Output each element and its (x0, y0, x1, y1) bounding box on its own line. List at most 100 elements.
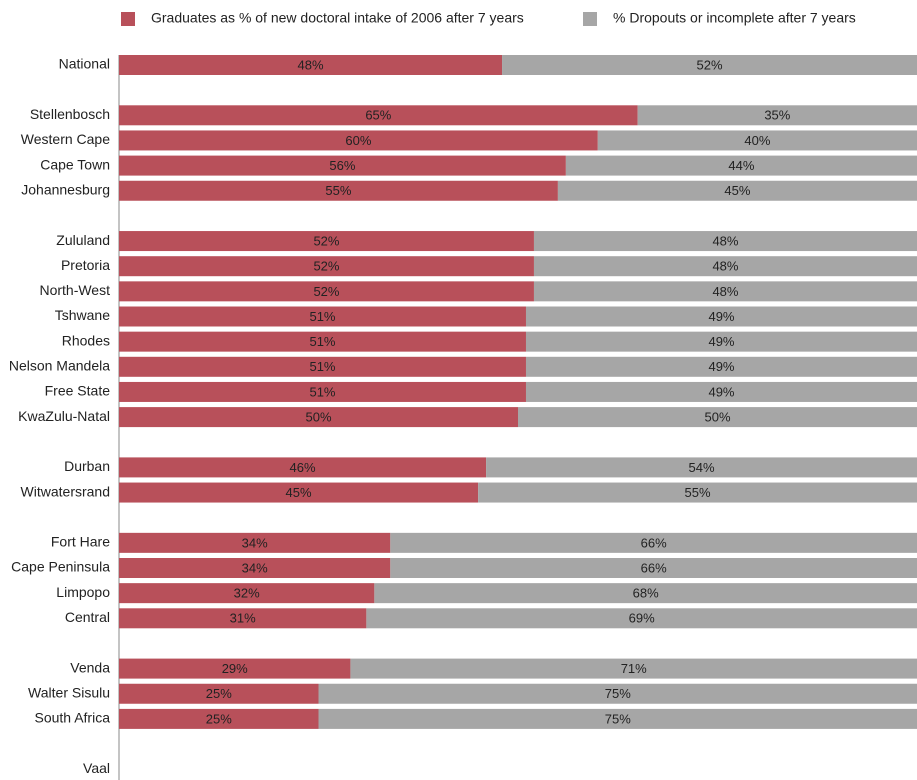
value-label: 48% (298, 57, 324, 72)
value-label: 45% (724, 183, 750, 198)
bar-segment (525, 356, 917, 377)
value-label: 40% (744, 133, 770, 148)
value-label: 54% (689, 460, 715, 475)
value-label: 75% (605, 686, 631, 701)
value-label: 52% (313, 284, 339, 299)
bar-segment (119, 583, 375, 604)
value-label: 49% (708, 334, 734, 349)
bar-segment (119, 558, 391, 578)
category-label: Free State (45, 383, 111, 399)
bar-segment (478, 482, 917, 503)
bar-segment (119, 231, 534, 252)
value-label: 55% (325, 183, 351, 198)
category-label: Pretoria (61, 257, 110, 273)
bar-segment (119, 180, 558, 201)
value-label: 66% (641, 535, 667, 550)
category-label: Walter Sisulu (28, 684, 110, 700)
bar-segment (533, 281, 917, 302)
legend-label: Graduates as % of new doctoral intake of… (151, 10, 524, 26)
value-label: 35% (764, 108, 790, 123)
bar-segment (525, 331, 917, 352)
bar-segment (119, 381, 526, 402)
bar-segment (597, 130, 917, 151)
value-label: 49% (708, 384, 734, 399)
value-label: 48% (712, 259, 738, 274)
bar-segment (119, 105, 638, 126)
bar-segment (119, 55, 503, 75)
bar-segment (318, 683, 917, 704)
legend-swatch (583, 12, 597, 26)
value-label: 68% (633, 586, 659, 601)
value-label: 50% (704, 410, 730, 425)
value-label: 25% (206, 711, 232, 726)
category-label: Vaal (83, 760, 110, 776)
value-label: 34% (242, 560, 268, 575)
bar-segment (119, 356, 526, 377)
bar-segment (350, 658, 917, 679)
category-label: North-West (39, 282, 110, 298)
value-label: 69% (629, 611, 655, 626)
value-label: 34% (242, 535, 268, 550)
category-label: Fort Hare (51, 534, 110, 550)
value-label: 52% (697, 57, 723, 72)
category-label: National (59, 56, 110, 72)
category-label: Western Cape (21, 131, 110, 147)
value-label: 65% (365, 108, 391, 123)
value-label: 51% (309, 384, 335, 399)
bar-segment (637, 105, 917, 126)
bar-segment (119, 608, 367, 629)
category-label: Durban (64, 458, 110, 474)
value-label: 44% (728, 158, 754, 173)
category-label: Cape Town (40, 156, 110, 172)
bar-segment (119, 155, 566, 176)
bar-segment (518, 407, 917, 428)
bar-segment (119, 130, 598, 151)
bar-segment (486, 457, 917, 478)
value-label: 25% (206, 686, 232, 701)
bar-segment (502, 55, 917, 75)
value-label: 48% (712, 284, 738, 299)
category-label: Venda (70, 659, 110, 675)
bar-segment (119, 457, 487, 478)
category-label: Witwatersrand (21, 483, 110, 499)
category-label: KwaZulu-Natal (18, 408, 110, 424)
value-label: 71% (621, 661, 647, 676)
value-label: 51% (309, 334, 335, 349)
value-label: 31% (230, 611, 256, 626)
legend-swatch (121, 12, 135, 26)
value-label: 60% (345, 133, 371, 148)
bar-segment (565, 155, 917, 176)
bar-segment (119, 532, 391, 553)
category-label: Johannesburg (21, 181, 110, 197)
value-label: 32% (234, 586, 260, 601)
value-label: 46% (290, 460, 316, 475)
bar-segment (119, 683, 319, 704)
value-label: 56% (329, 158, 355, 173)
value-label: 45% (286, 485, 312, 500)
value-label: 50% (305, 410, 331, 425)
bar-segment (119, 331, 526, 352)
category-label: South Africa (35, 710, 111, 726)
bar-segment (119, 281, 534, 302)
value-label: 49% (708, 309, 734, 324)
bar-segment (119, 306, 526, 327)
value-label: 49% (708, 359, 734, 374)
category-label: Zululand (56, 232, 110, 248)
bar-segment (557, 180, 917, 201)
category-label: Central (65, 609, 110, 625)
value-label: 66% (641, 560, 667, 575)
bar-segment (119, 482, 479, 503)
value-label: 29% (222, 661, 248, 676)
value-label: 52% (313, 233, 339, 248)
value-label: 51% (309, 309, 335, 324)
value-label: 52% (313, 259, 339, 274)
bar-segment (119, 658, 351, 679)
bar-segment (525, 306, 917, 327)
bar-segment (318, 708, 917, 729)
value-label: 51% (309, 359, 335, 374)
bar-segment (119, 708, 319, 729)
value-label: 75% (605, 711, 631, 726)
legend-label: % Dropouts or incomplete after 7 years (613, 10, 856, 26)
category-label: Stellenbosch (30, 106, 110, 122)
